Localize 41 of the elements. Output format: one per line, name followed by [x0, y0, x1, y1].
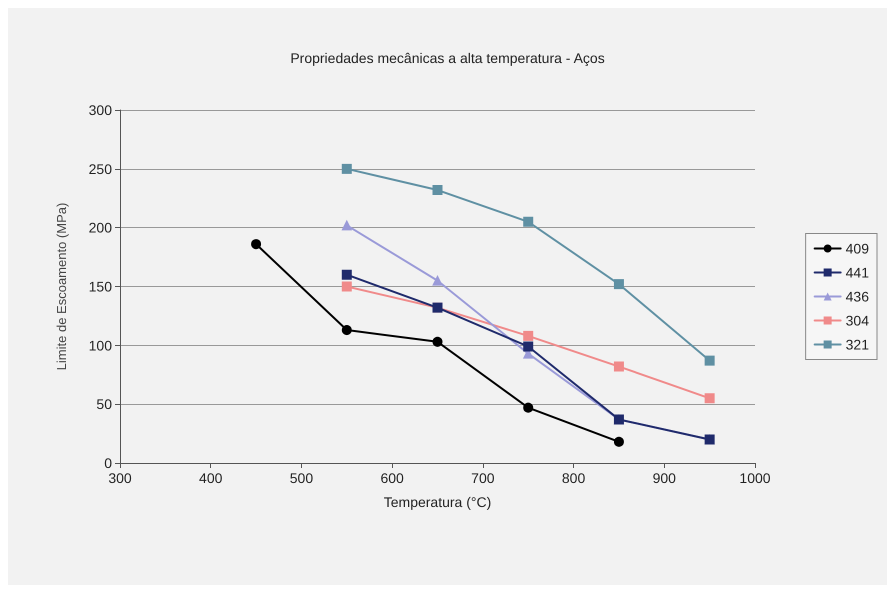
- y-tick-label: 200: [88, 220, 112, 236]
- y-tick-label: 0: [104, 455, 112, 471]
- y-axis-title: Limite de Escoamento (MPa): [54, 202, 69, 370]
- point: [251, 239, 262, 250]
- x-tick-label: 500: [290, 470, 314, 486]
- y-tick-label: 50: [96, 396, 112, 412]
- x-axis-title: Temperatura (°C): [384, 494, 492, 510]
- legend-label: 436: [846, 288, 870, 304]
- x-tick-label: 600: [380, 470, 404, 486]
- point: [342, 220, 352, 230]
- y-tick-label: 150: [88, 278, 112, 294]
- y-tick-label: 100: [88, 337, 112, 354]
- point: [432, 336, 442, 347]
- x-tick-label: 900: [652, 470, 676, 486]
- point: [614, 436, 624, 447]
- x-tick-label: 400: [199, 470, 223, 486]
- legend-label: 321: [846, 336, 870, 352]
- point: [523, 402, 534, 413]
- point: [342, 270, 352, 280]
- y-tick-label: 250: [88, 160, 112, 177]
- point: [432, 276, 442, 286]
- point: [523, 330, 534, 341]
- x-tick-label: 700: [471, 470, 495, 486]
- legend-label: 409: [846, 240, 870, 256]
- point: [704, 393, 715, 404]
- point: [523, 216, 534, 227]
- point: [614, 279, 624, 290]
- x-tick-label: 800: [562, 470, 586, 486]
- legend-label: 441: [846, 264, 870, 280]
- x-tick-label: 300: [108, 470, 132, 486]
- point: [342, 325, 352, 336]
- x-tick-label: 1000: [739, 470, 771, 486]
- point: [432, 185, 442, 196]
- chart-title: Propriedades mecânicas a alta temperatura - Aços: [290, 50, 605, 66]
- point: [342, 164, 352, 174]
- point: [342, 282, 352, 292]
- legend-label: 304: [846, 312, 870, 328]
- y-tick-label: 300: [88, 102, 112, 118]
- point: [704, 356, 715, 366]
- point: [614, 362, 624, 372]
- point: [523, 342, 534, 352]
